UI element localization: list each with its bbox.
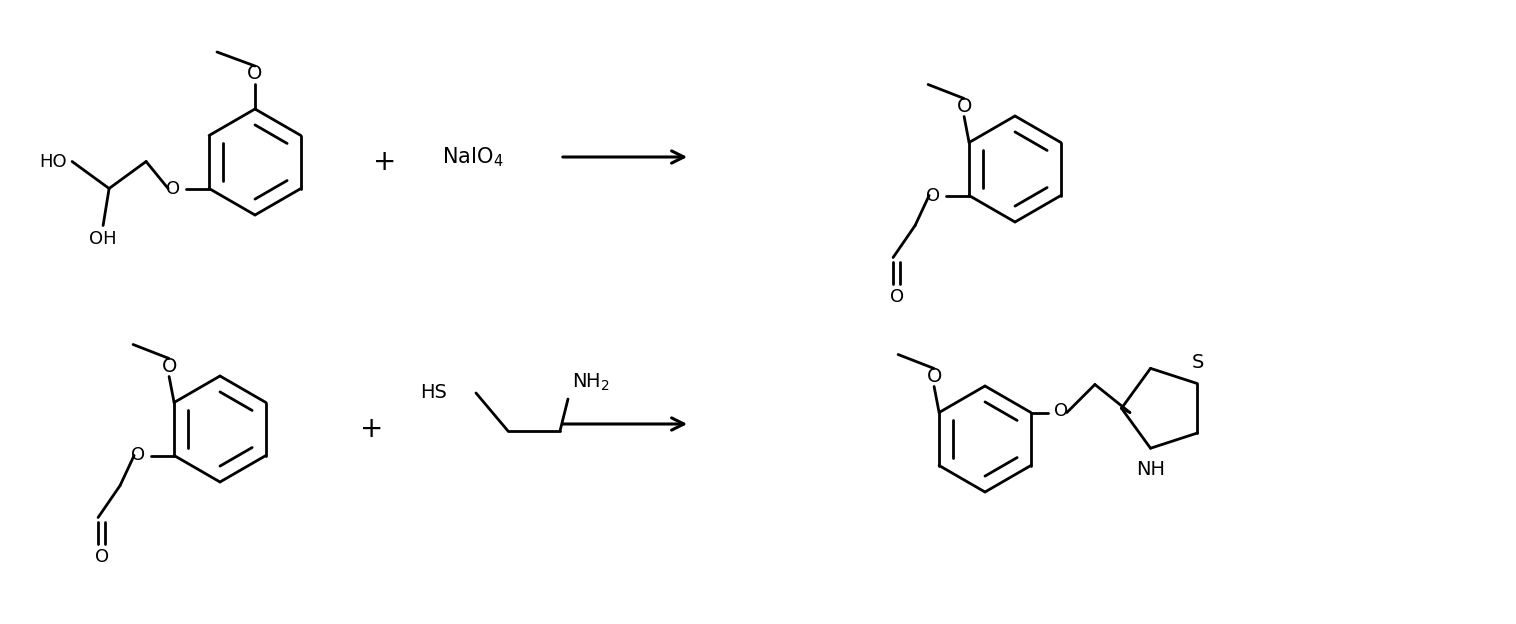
Text: S: S xyxy=(1192,353,1204,372)
Text: O: O xyxy=(130,447,146,464)
Text: O: O xyxy=(165,180,180,198)
Text: O: O xyxy=(247,64,262,83)
Text: O: O xyxy=(957,97,972,115)
Text: HO: HO xyxy=(39,152,67,170)
Text: O: O xyxy=(926,187,940,205)
Text: NaIO$_4$: NaIO$_4$ xyxy=(443,145,503,169)
Text: O: O xyxy=(96,548,109,567)
Text: OH: OH xyxy=(89,230,117,248)
Text: O: O xyxy=(1054,402,1069,421)
Text: O: O xyxy=(161,356,177,376)
Text: HS: HS xyxy=(420,383,447,401)
Text: +: + xyxy=(373,148,397,176)
Text: O: O xyxy=(890,288,904,306)
Text: O: O xyxy=(926,366,941,386)
Text: +: + xyxy=(361,415,384,443)
Text: NH: NH xyxy=(1135,461,1164,479)
Text: NH$_2$: NH$_2$ xyxy=(572,372,609,393)
